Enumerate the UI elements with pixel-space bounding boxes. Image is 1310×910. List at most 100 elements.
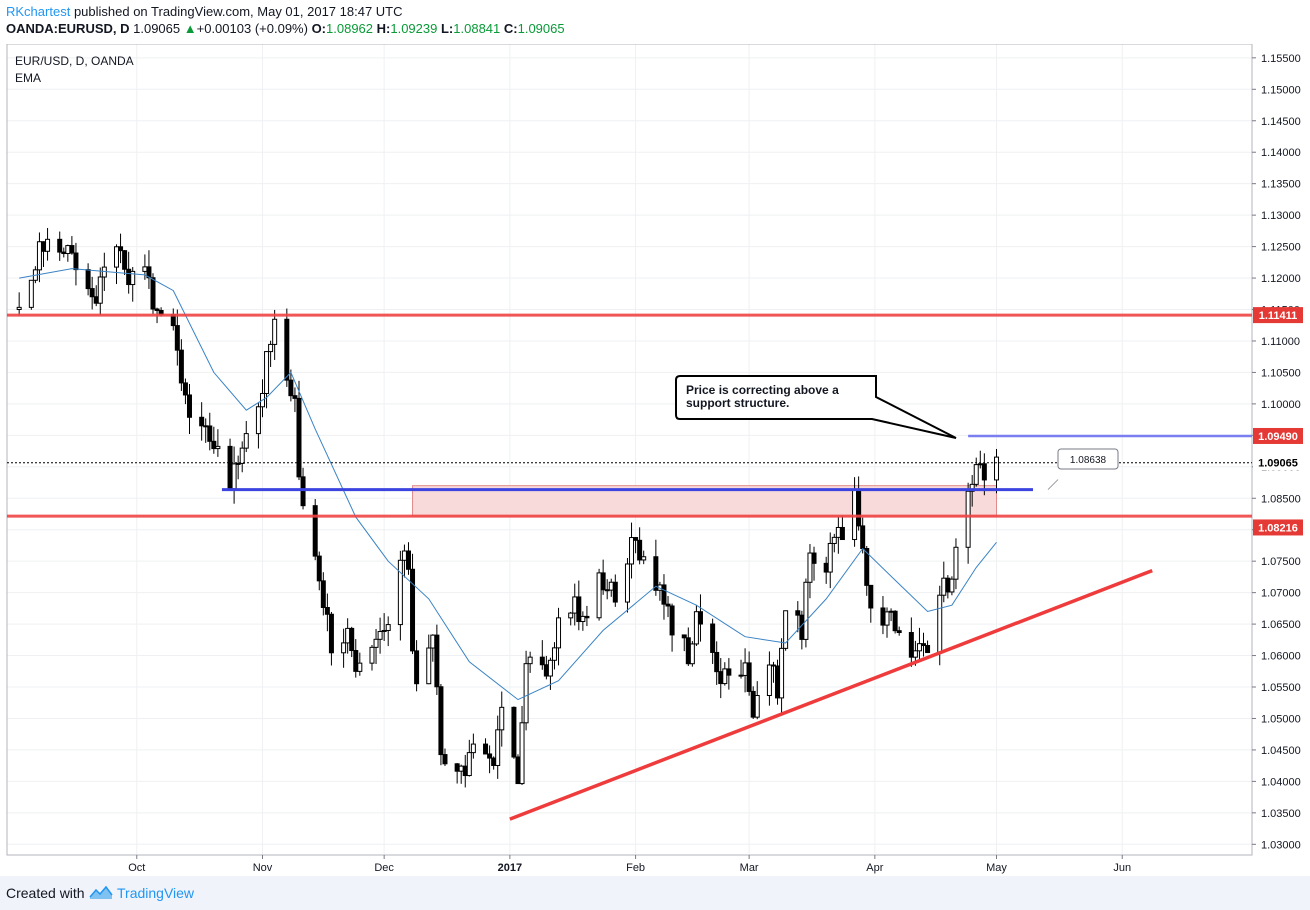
candle-body <box>174 325 180 351</box>
candle-body <box>807 552 813 583</box>
y-tick-label: 1.14500 <box>1261 116 1301 128</box>
candle-body <box>36 241 42 271</box>
candle-body <box>430 634 436 649</box>
x-tick-label: 2017 <box>498 862 522 874</box>
candle-body <box>714 651 720 673</box>
candle-body <box>941 577 947 596</box>
candle-body <box>264 351 270 394</box>
candle-body <box>122 250 128 270</box>
candle-body <box>572 596 578 614</box>
candle-body <box>973 464 979 485</box>
price-tags: 1.11411 1.09490 1.09065 1.08216 <box>1253 307 1303 536</box>
author-link[interactable]: RKchartest <box>6 4 71 19</box>
candle-body <box>203 425 209 428</box>
candle-body <box>803 581 809 640</box>
candle-body <box>499 706 505 731</box>
candle-body <box>381 629 387 633</box>
candle-body <box>641 556 647 561</box>
open-label: O: <box>311 21 327 36</box>
candle-body <box>580 615 586 623</box>
candle-body <box>852 488 858 541</box>
publish-info: published on TradingView.com, May 01, 20… <box>73 4 403 19</box>
candle-body <box>888 610 894 613</box>
candle-body <box>547 659 553 677</box>
candle-body <box>296 397 302 478</box>
candle-body <box>292 395 298 399</box>
candle-body <box>718 671 724 685</box>
close-label: C: <box>503 21 518 36</box>
candle-body <box>28 279 34 308</box>
candle-body <box>693 611 699 645</box>
candle-body <box>600 572 606 591</box>
y-tick-label: 1.07500 <box>1261 556 1301 568</box>
candle-body <box>823 562 829 573</box>
y-tick-label: 1.13000 <box>1261 210 1301 222</box>
plot-frame <box>6 44 1253 856</box>
candle-body <box>916 643 922 652</box>
candle-body <box>211 440 217 450</box>
low-value: 1.08841 <box>453 21 501 36</box>
last-price-tag-label: 1.09065 <box>1258 458 1298 470</box>
candle-body <box>426 647 432 685</box>
y-tick-label: 1.12500 <box>1261 242 1301 254</box>
candle-body <box>130 270 136 286</box>
candle-body <box>633 537 639 541</box>
candle-body <box>604 589 610 592</box>
candle-body <box>738 674 744 677</box>
candle-body <box>515 756 521 785</box>
candle-body <box>511 706 517 758</box>
candle-body <box>783 610 789 649</box>
high-label: H: <box>376 21 391 36</box>
price-axis[interactable]: 1.15500 1.15000 1.14500 1.14000 1.13500 1.130… <box>1252 53 1301 851</box>
candle-body <box>69 245 75 254</box>
candle-body <box>324 606 330 615</box>
candle-body <box>766 664 772 697</box>
candle-body <box>397 559 403 626</box>
candle-body <box>85 269 91 290</box>
candle-body <box>385 624 391 631</box>
candle-body <box>126 268 132 286</box>
y-tick-label: 1.04500 <box>1261 745 1301 757</box>
lower-support-tag-label: 1.08216 <box>1258 522 1298 534</box>
candle-body <box>612 581 618 603</box>
candle-body <box>458 765 464 772</box>
y-tick-label: 1.03000 <box>1261 839 1301 851</box>
candle-body <box>349 627 355 652</box>
candle-body <box>750 690 756 718</box>
candle-body <box>908 632 914 658</box>
candle-body <box>45 238 51 252</box>
candle-body <box>231 463 237 490</box>
candle-body <box>519 722 525 785</box>
candle-body <box>864 548 870 586</box>
candle-body <box>178 349 184 384</box>
y-tick-label: 1.07000 <box>1261 588 1301 600</box>
candle-body <box>969 483 975 492</box>
candle-body <box>981 463 987 481</box>
candle-body <box>438 686 444 756</box>
candle-body <box>345 627 351 644</box>
candle-body <box>65 245 71 255</box>
candle-body <box>454 763 460 772</box>
brand-link[interactable]: TradingView <box>117 885 195 901</box>
time-axis[interactable]: Oct Nov Dec 2017 Feb Mar Apr May Jun <box>128 855 1131 874</box>
annotation-line1: Price is correcting above a <box>686 383 839 397</box>
y-tick-label: 1.10000 <box>1261 399 1301 411</box>
candle-body <box>186 394 192 418</box>
candle-body <box>661 584 667 605</box>
candle-body <box>243 433 249 449</box>
candle-body <box>811 552 817 564</box>
candle-body <box>93 296 99 304</box>
y-tick-label: 1.05000 <box>1261 713 1301 725</box>
candle-body <box>710 623 716 653</box>
ema-line <box>19 268 997 701</box>
candle-body <box>97 276 103 304</box>
candle-body <box>227 445 233 490</box>
candle-body <box>896 630 902 634</box>
candle-body <box>142 266 148 272</box>
candle-body <box>839 526 845 541</box>
candle-body <box>405 550 411 570</box>
candle-body <box>523 663 529 724</box>
candle-body <box>487 753 493 759</box>
x-tick-label: Feb <box>626 862 645 874</box>
